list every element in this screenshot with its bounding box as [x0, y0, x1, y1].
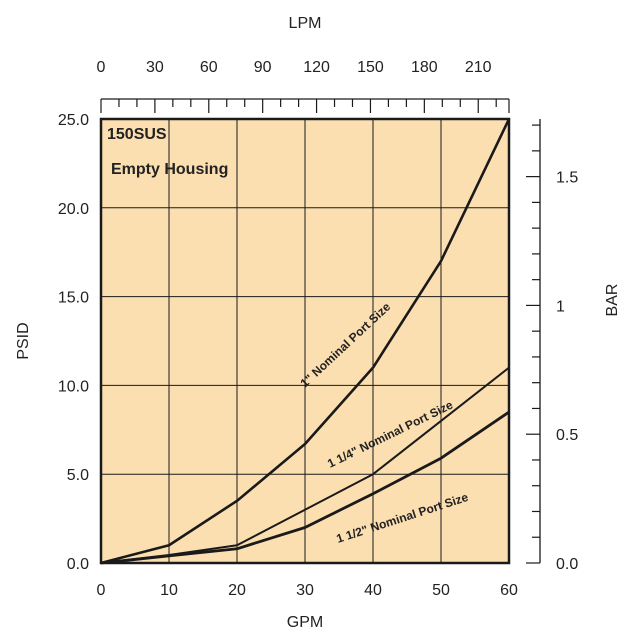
y-tick-label: 0.0	[67, 556, 89, 573]
series-line-3	[100, 410, 510, 565]
x2-tick-label: 210	[465, 59, 492, 76]
x-tick-label: 20	[228, 582, 246, 599]
y-tick-label: 25.0	[58, 112, 89, 129]
x-tick-label: 60	[500, 582, 518, 599]
y-axis-title: PSID	[15, 322, 32, 359]
x2-tick-label: 60	[200, 59, 218, 76]
y-tick-label: 10.0	[58, 378, 89, 395]
x2-tick-label: 90	[254, 59, 272, 76]
series-line-1	[100, 118, 511, 565]
x2-tick-label: 180	[411, 59, 438, 76]
y2-tick-label: 1.5	[556, 170, 578, 187]
x-tick-label: 10	[160, 582, 178, 599]
x-tick-label: 40	[364, 582, 382, 599]
y2-tick-label: 0.5	[556, 427, 578, 444]
y2-tick-label: 0.0	[556, 556, 578, 573]
x2-tick-label: 0	[97, 59, 106, 76]
x2-tick-label: 150	[357, 59, 384, 76]
y2-tick-label: 1	[556, 298, 565, 315]
y-tick-label: 15.0	[58, 290, 89, 307]
x2-tick-label: 120	[303, 59, 330, 76]
axes: 0 10 20 30 40 50 600.05.010.015.020.025.00 30 60…	[58, 59, 578, 599]
x2-tick-label: 30	[146, 59, 164, 76]
x-tick-label: 50	[432, 582, 450, 599]
x-axis-title: GPM	[287, 614, 323, 631]
x2-axis-title: LPM	[289, 15, 322, 32]
y2-axis-title: BAR	[604, 284, 621, 317]
grid	[101, 119, 509, 563]
x-tick-label: 30	[296, 582, 314, 599]
plot-frame	[99, 117, 511, 565]
curves	[100, 118, 511, 565]
chart-subtitle: Empty Housing	[111, 161, 228, 178]
x-tick-label: 0	[97, 582, 106, 599]
y-tick-label: 5.0	[67, 467, 89, 484]
chart-title: 150SUS	[107, 126, 167, 143]
y-tick-label: 20.0	[58, 201, 89, 218]
